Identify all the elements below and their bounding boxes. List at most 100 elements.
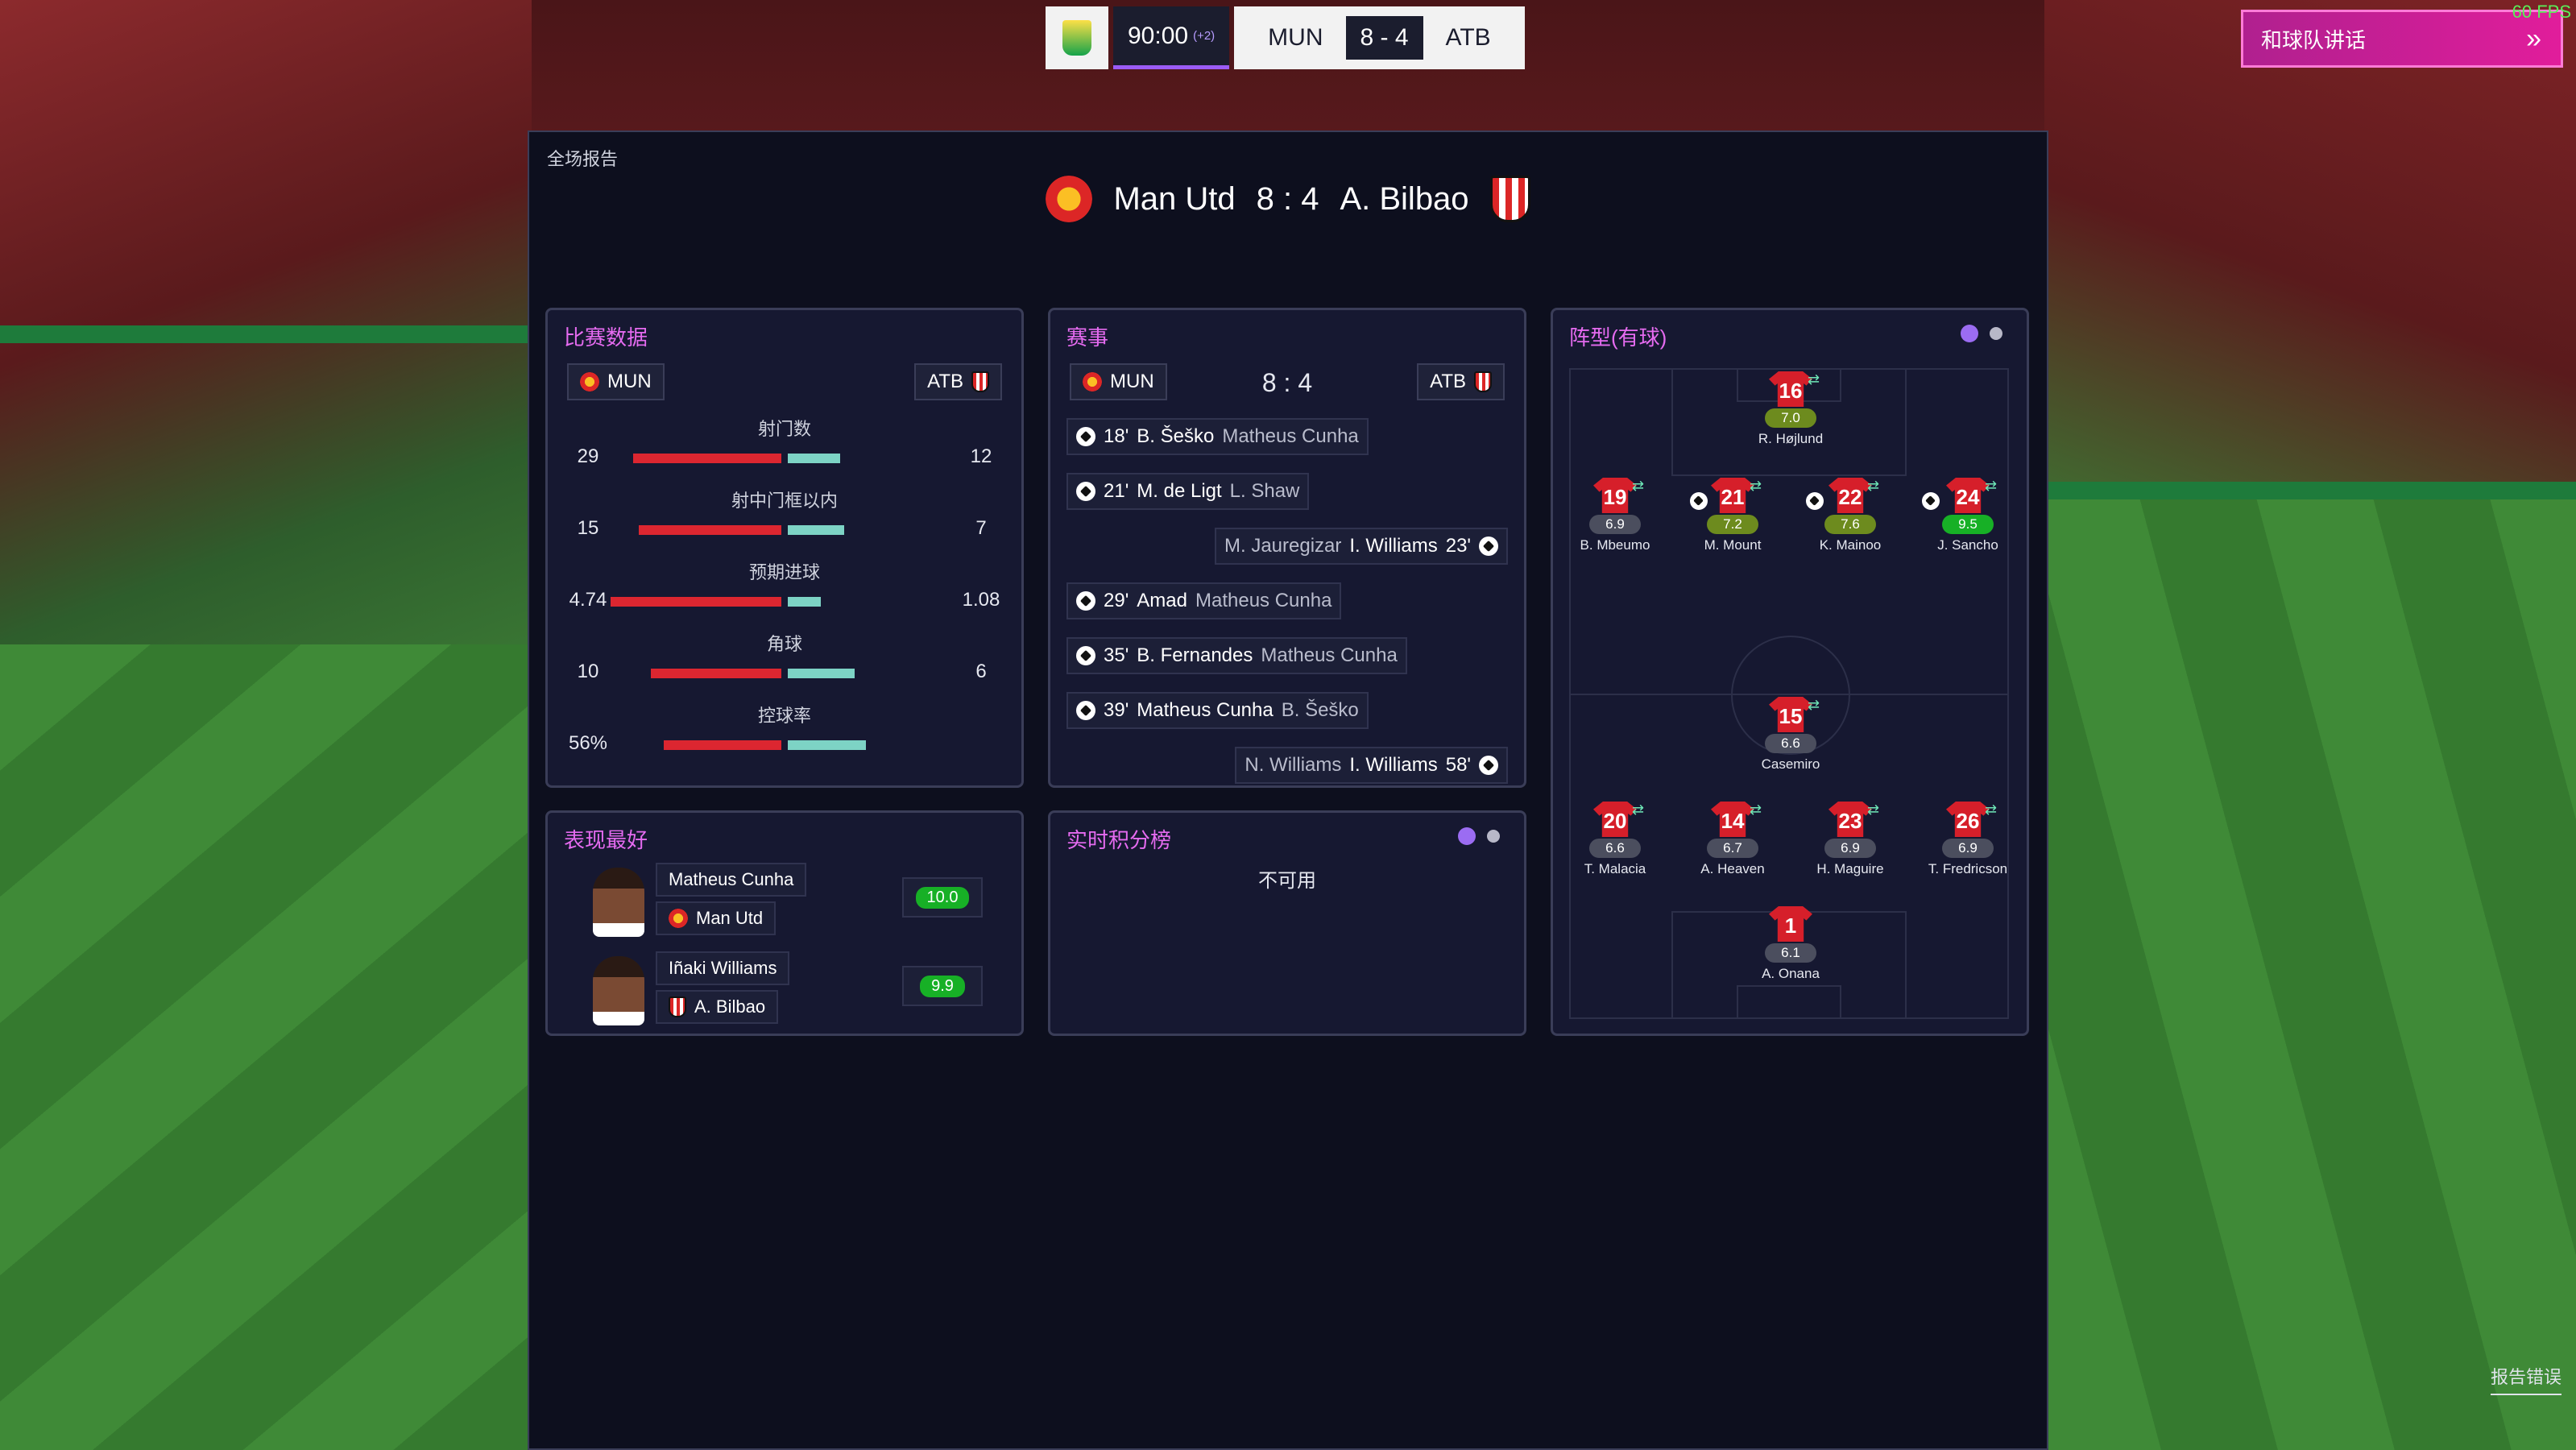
formation-player[interactable]: 21 ⇄ 7.2 M. Mount bbox=[1680, 478, 1785, 553]
substitution-arrows-icon: ⇄ bbox=[1867, 802, 1880, 818]
events-panel[interactable]: 赛事 MUN 8 : 4 ATB 18' B. Šeško Matheus Cunh… bbox=[1048, 308, 1526, 788]
mun-mini-crest-icon bbox=[580, 372, 599, 392]
mun-mini-crest-icon bbox=[1083, 372, 1102, 392]
report-error-link[interactable]: 报告错误 bbox=[2491, 1363, 2562, 1395]
stat-row: 29 12 bbox=[548, 441, 1021, 473]
stat-away-value: 1.08 bbox=[962, 589, 1000, 611]
formation-panel[interactable]: 阵型(有球) 16 ⇄ 7.0 R. Højlund 19 ⇄ 6.9 B. Mbeumo 21… bbox=[1551, 308, 2029, 1036]
stat-block: 射中门框以内 15 7 bbox=[548, 487, 1021, 545]
goal-event[interactable]: 39' Matheus Cunha B. Šeško bbox=[1066, 692, 1369, 729]
player-rating: 7.2 bbox=[1707, 515, 1758, 534]
live-table-panel[interactable]: 实时积分榜 不可用 bbox=[1048, 810, 1526, 1036]
formation-player[interactable]: 1 6.1 A. Onana bbox=[1738, 906, 1843, 982]
player-rating: 9.5 bbox=[1942, 515, 1994, 534]
added-time: (+2) bbox=[1193, 29, 1216, 43]
player-rating: 7.6 bbox=[1824, 515, 1876, 534]
shirt-icon: 16 bbox=[1769, 371, 1812, 407]
player-name: T. Malacia bbox=[1584, 861, 1646, 876]
pitch-background-left bbox=[0, 644, 532, 1450]
perf-rating: 10.0 bbox=[915, 886, 970, 909]
formation-pitch: 16 ⇄ 7.0 R. Højlund 19 ⇄ 6.9 B. Mbeumo 21 ⇄ 7.2 M. … bbox=[1569, 368, 2009, 1019]
formation-player[interactable]: 24 ⇄ 9.5 J. Sancho bbox=[1915, 478, 2020, 553]
perf-club-label: A. Bilbao bbox=[694, 996, 766, 1017]
player-rating: 6.1 bbox=[1765, 943, 1816, 963]
shirt-icon: 19 bbox=[1593, 478, 1637, 513]
stat-away-bar bbox=[788, 597, 822, 607]
competition-shield-icon bbox=[1062, 20, 1091, 56]
stat-away-value: 12 bbox=[970, 445, 992, 467]
stat-row: 4.74 1.08 bbox=[548, 584, 1021, 616]
perf-club[interactable]: Man Utd bbox=[656, 901, 777, 935]
player-name: H. Maguire bbox=[1816, 861, 1884, 876]
page-dot[interactable] bbox=[1990, 327, 2002, 340]
stat-home-value: 56% bbox=[568, 732, 608, 754]
substitution-arrows-icon: ⇄ bbox=[1632, 478, 1645, 494]
formation-player[interactable]: 14 ⇄ 6.7 A. Heaven bbox=[1680, 802, 1785, 877]
stat-home-bar bbox=[664, 740, 781, 750]
stat-away-value: 6 bbox=[975, 661, 987, 682]
competition-logo bbox=[1046, 6, 1108, 69]
stat-away-bar bbox=[788, 669, 855, 678]
event-assist: Matheus Cunha bbox=[1261, 644, 1398, 666]
goal-event[interactable]: 29' Amad Matheus Cunha bbox=[1066, 582, 1342, 619]
goal-event[interactable]: 21' M. de Ligt L. Shaw bbox=[1066, 473, 1310, 510]
team-talk-button[interactable]: 和球队讲话 » bbox=[2241, 10, 2563, 68]
goal-ball-icon bbox=[1479, 756, 1498, 775]
events-title: 赛事 bbox=[1066, 325, 1109, 350]
perf-player-label: Matheus Cunha bbox=[669, 869, 794, 889]
perf-player-name[interactable]: Iñaki Williams bbox=[656, 951, 790, 985]
match-stats-title: 比赛数据 bbox=[564, 325, 648, 350]
formation-player[interactable]: 20 ⇄ 6.6 T. Malacia bbox=[1563, 802, 1667, 877]
formation-player[interactable]: 15 ⇄ 6.6 Casemiro bbox=[1738, 697, 1843, 773]
live-table-page-dots[interactable] bbox=[1458, 827, 1500, 845]
formation-player[interactable]: 19 ⇄ 6.9 B. Mbeumo bbox=[1563, 478, 1667, 553]
match-stats-panel[interactable]: 比赛数据 MUN ATB 射门数 29 12 射中门框以内 15 7 预期进球 4.74 1.0… bbox=[545, 308, 1024, 788]
score-value: 8 - 4 bbox=[1345, 16, 1423, 60]
goal-ball-icon bbox=[1479, 536, 1498, 556]
shirt-icon: 22 bbox=[1828, 478, 1872, 513]
best-performers-panel[interactable]: 表现最好 Matheus Cunha Man Utd 10.0 Iñaki Willi… bbox=[545, 810, 1024, 1036]
stat-label: 射门数 bbox=[757, 419, 811, 439]
event-assist: Matheus Cunha bbox=[1195, 590, 1332, 611]
formation-player[interactable]: 16 ⇄ 7.0 R. Højlund bbox=[1738, 371, 1843, 447]
away-abbr: ATB bbox=[1445, 24, 1491, 51]
formation-player[interactable]: 22 ⇄ 7.6 K. Mainoo bbox=[1798, 478, 1903, 553]
score-hud: 90:00 (+2) MUN 8 - 4 ATB bbox=[1046, 6, 1525, 69]
formation-player[interactable]: 26 ⇄ 6.9 T. Fredricson bbox=[1915, 802, 2020, 877]
stat-home-bar bbox=[650, 669, 781, 678]
live-table-title: 实时积分榜 bbox=[1066, 828, 1172, 852]
bilbao-crest-icon bbox=[1489, 176, 1530, 222]
substitution-arrows-icon: ⇄ bbox=[1808, 371, 1820, 387]
page-dot-active[interactable] bbox=[1458, 827, 1476, 845]
page-dot[interactable] bbox=[1487, 830, 1500, 843]
stat-home-value: 4.74 bbox=[569, 589, 607, 611]
event-scorer: B. Fernandes bbox=[1137, 644, 1253, 666]
substitution-arrows-icon: ⇄ bbox=[1632, 802, 1645, 818]
perf-player-name[interactable]: Matheus Cunha bbox=[656, 863, 807, 897]
perf-club[interactable]: A. Bilbao bbox=[656, 990, 779, 1024]
penalty-box-top bbox=[1671, 370, 1907, 476]
stat-home-value: 10 bbox=[577, 661, 599, 682]
events-away-chip: ATB bbox=[1417, 363, 1505, 400]
man-utd-crest-icon bbox=[1046, 176, 1093, 222]
stat-label: 控球率 bbox=[757, 706, 811, 726]
perf-player-label: Iñaki Williams bbox=[669, 958, 777, 978]
formation-player[interactable]: 23 ⇄ 6.9 H. Maguire bbox=[1798, 802, 1903, 877]
stat-home-value: 15 bbox=[577, 517, 599, 539]
goal-ball-icon bbox=[1076, 482, 1095, 501]
goal-event[interactable]: 18' B. Šeško Matheus Cunha bbox=[1066, 418, 1369, 455]
page-dot-active[interactable] bbox=[1961, 325, 1978, 342]
events-score: 8 : 4 bbox=[1261, 368, 1313, 397]
stat-row: 15 7 bbox=[548, 512, 1021, 545]
goal-event[interactable]: 35' B. Fernandes Matheus Cunha bbox=[1066, 637, 1407, 674]
event-scorer: B. Šeško bbox=[1137, 425, 1215, 447]
ad-board-right bbox=[2044, 482, 2576, 499]
perf-rating-box: 9.9 bbox=[902, 966, 983, 1006]
scoreline: MUN 8 - 4 ATB bbox=[1234, 6, 1525, 69]
goal-event[interactable]: N. Williams I. Williams 58' bbox=[1235, 747, 1508, 784]
player-portrait bbox=[593, 956, 644, 1025]
substitution-arrows-icon: ⇄ bbox=[1985, 802, 1998, 818]
event-scorer: Amad bbox=[1137, 590, 1187, 611]
formation-page-dots[interactable] bbox=[1961, 325, 2002, 342]
goal-event[interactable]: M. Jauregizar I. Williams 23' bbox=[1215, 528, 1508, 565]
